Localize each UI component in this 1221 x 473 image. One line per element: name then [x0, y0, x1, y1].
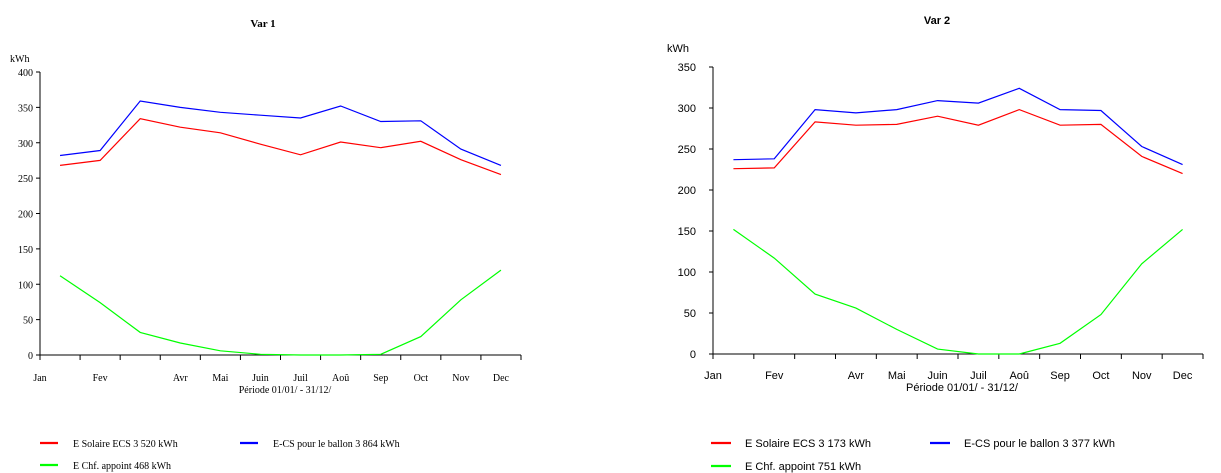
chart-legend: E Solaire ECS 3 520 kWh E-CS pour le ball…: [40, 439, 400, 472]
x-tick-label: Avr: [848, 370, 865, 382]
y-tick-label: 0: [690, 349, 696, 361]
y-tick-label: 250: [678, 144, 696, 156]
legend-entry: E-CS pour le ballon 3 864 kWh: [273, 439, 400, 450]
y-tick-label: 0: [28, 351, 33, 362]
chart-title: Var 2: [924, 15, 950, 27]
series-line-1: [733, 108, 1183, 175]
chart-2: Var 2 kWh 0 50 100 150 200 250 300 350 Jan Fev Avr Ma…: [667, 15, 1204, 473]
y-tick-label: 150: [678, 226, 696, 238]
series-line-2: [59, 100, 502, 166]
y-tick-label: 200: [678, 185, 696, 197]
x-tick-label: Jan: [704, 370, 722, 382]
x-tick-label: Oct: [414, 373, 429, 384]
chart-title: Var 1: [250, 18, 275, 30]
x-tick-label: Mai: [212, 373, 228, 384]
x-axis-label: Période 01/01/ - 31/12/: [239, 385, 332, 396]
x-tick-label: Juin: [927, 370, 947, 382]
y-tick-label: 150: [18, 245, 33, 256]
y-tick-label: 250: [18, 174, 33, 185]
x-tick-label: Juin: [252, 373, 269, 384]
x-tick-label: Dec: [493, 373, 510, 384]
series-line-3: [733, 228, 1183, 355]
x-tick-label: Sep: [373, 373, 388, 384]
x-tick-label: Fev: [765, 370, 784, 382]
y-axis-unit-label: kWh: [667, 43, 689, 55]
y-tick-label: 350: [18, 103, 33, 114]
y-tick-label: 50: [23, 316, 33, 327]
chart-1: Var 1 kWh 0 50 100 150 200 250 300 350 400 Jan Fev Av…: [10, 18, 522, 472]
x-tick-label: Oct: [1092, 370, 1109, 382]
series-line-2: [733, 87, 1183, 166]
legend-entry: E Solaire ECS 3 520 kWh: [73, 439, 178, 450]
x-tick-label: Avr: [173, 373, 188, 384]
y-tick-label: 100: [18, 280, 33, 291]
x-axis-label: Période 01/01/ - 31/12/: [906, 382, 1019, 394]
y-tick-label: 350: [678, 62, 696, 74]
series-line-3: [59, 269, 502, 356]
x-tick-label: Nov: [1132, 370, 1152, 382]
x-tick-label: Fev: [93, 373, 108, 384]
x-tick-label: Juil: [970, 370, 987, 382]
x-tick-label: Aoû: [332, 373, 349, 384]
series-line-1: [59, 118, 502, 176]
x-tick-label: Dec: [1173, 370, 1193, 382]
y-tick-label: 400: [18, 68, 33, 79]
legend-entry: E-CS pour le ballon 3 377 kWh: [964, 438, 1115, 450]
chart-legend: E Solaire ECS 3 173 kWh E-CS pour le ball…: [711, 438, 1115, 473]
x-tick-label: Mai: [888, 370, 906, 382]
y-tick-label: 200: [18, 210, 33, 221]
y-tick-label: 50: [684, 308, 696, 320]
legend-entry: E Chf. appoint 468 kWh: [73, 461, 171, 472]
y-axis-unit-label: kWh: [10, 54, 29, 65]
x-tick-label: Aoû: [1009, 370, 1029, 382]
x-tick-label: Nov: [452, 373, 469, 384]
x-tick-label: Juil: [293, 373, 308, 384]
legend-entry: E Solaire ECS 3 173 kWh: [745, 438, 871, 450]
y-tick-label: 300: [18, 139, 33, 150]
legend-entry: E Chf. appoint 751 kWh: [745, 461, 861, 473]
x-tick-label: Jan: [33, 373, 46, 384]
y-tick-label: 300: [678, 103, 696, 115]
y-tick-label: 100: [678, 267, 696, 279]
x-tick-label: Sep: [1050, 370, 1070, 382]
